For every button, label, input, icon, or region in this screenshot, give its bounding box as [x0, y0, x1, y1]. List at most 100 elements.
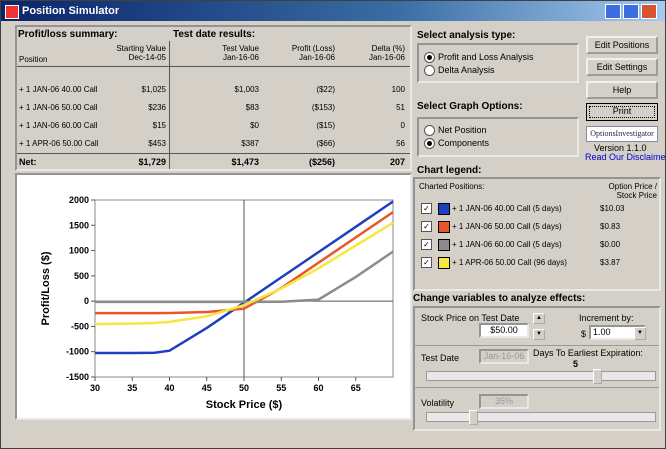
- days-label: Days To Earliest Expiration:: [533, 348, 643, 358]
- test-title: Test date results:: [173, 29, 256, 40]
- maximize-button[interactable]: [623, 4, 639, 19]
- chart-panel: -1500 -1000 -500 0 500 1000 1500 2000 30 35 40 45 50…: [15, 173, 412, 420]
- net-cell: 207: [389, 157, 405, 167]
- increment-label: Increment by:: [579, 313, 634, 323]
- spin-down[interactable]: ▼: [533, 329, 545, 340]
- table-cell: + 1 JAN-06 40.00 Call: [19, 85, 98, 94]
- net-cell: Net:: [19, 157, 37, 167]
- legend-price: $0.00: [600, 240, 621, 249]
- table-cell: ($153): [311, 103, 335, 112]
- volatility-input: 35%: [479, 394, 529, 409]
- net-cell: $1,473: [231, 157, 259, 167]
- dropdown-arrow[interactable]: ▼: [634, 327, 646, 340]
- net-rule: [17, 153, 410, 154]
- minimize-button[interactable]: [605, 4, 621, 19]
- stock-input[interactable]: $50.00: [479, 323, 529, 338]
- y-tick-label: -1500: [66, 372, 89, 382]
- legend-price: $0.83: [600, 222, 621, 231]
- x-tick-label: 35: [127, 383, 137, 393]
- legend-swatch: [438, 221, 450, 233]
- checkbox: ✓: [421, 221, 432, 232]
- legend-entry: + 1 JAN-06 40.00 Call (5 days): [452, 204, 562, 213]
- series-line: [94, 221, 394, 326]
- y-tick-label: 1500: [69, 220, 89, 230]
- slider-thumb[interactable]: [593, 369, 602, 384]
- radio-button[interactable]: [424, 138, 435, 149]
- spin-up[interactable]: ▲: [533, 313, 545, 324]
- slider-thumb[interactable]: [469, 410, 478, 425]
- legend-price: $3.87: [600, 258, 621, 267]
- radio-button[interactable]: [424, 125, 435, 136]
- table-cell: $1,003: [234, 85, 259, 94]
- legend-price: $10.03: [600, 204, 625, 213]
- y-tick-label: 0: [84, 296, 89, 306]
- series-line: [95, 250, 394, 304]
- analysis-title: Select analysis type:: [417, 30, 516, 41]
- x-tick-label: 65: [351, 383, 361, 393]
- x-tick-label: 30: [90, 383, 100, 393]
- table-cell: $453: [148, 139, 166, 148]
- legend-positions-label: Charted Positions:: [419, 182, 485, 191]
- radio-label[interactable]: Delta Analysis: [438, 65, 495, 75]
- stock-label: Stock Price on Test Date: [421, 313, 520, 323]
- checkbox: ✓: [421, 257, 432, 268]
- y-tick-label: 2000: [69, 195, 89, 205]
- volatility-slider[interactable]: [426, 412, 656, 422]
- separator: [415, 345, 659, 346]
- net-cell: $1,729: [138, 157, 166, 167]
- legend-swatch: [438, 203, 450, 215]
- series-line: [95, 200, 394, 355]
- volatility-label: Volatility: [421, 398, 455, 408]
- test-date-input: Jan-16-06: [479, 349, 529, 364]
- test-date-label: Test Date: [421, 353, 460, 363]
- help-button[interactable]: Help: [586, 81, 658, 99]
- radio-button[interactable]: [424, 52, 435, 63]
- logo[interactable]: OptionsInvestigator: [586, 126, 658, 142]
- version: Version 1.1.0: [594, 143, 647, 153]
- separator: [415, 387, 659, 388]
- column-divider: [169, 41, 170, 169]
- column-header: Test Value: [222, 44, 259, 53]
- legend-title: Chart legend:: [417, 165, 482, 176]
- radio-label[interactable]: Profit and Loss Analysis: [438, 52, 534, 62]
- test-date-slider[interactable]: [426, 371, 656, 381]
- x-tick-label: 55: [276, 383, 286, 393]
- column-header: Dec-14-05: [128, 53, 166, 62]
- checkbox: ✓: [421, 239, 432, 250]
- close-button[interactable]: [641, 4, 657, 19]
- column-header: Starting Value: [116, 44, 166, 53]
- print-button[interactable]: Print: [586, 103, 658, 121]
- legend-entry: + 1 JAN-06 60.00 Call (5 days): [452, 240, 562, 249]
- x-tick-label: 45: [202, 383, 212, 393]
- table-cell: $387: [241, 139, 259, 148]
- legend-entry: + 1 APR-06 50.00 Call (96 days): [452, 258, 567, 267]
- table-cell: $1,025: [141, 85, 166, 94]
- table-cell: + 1 JAN-06 50.00 Call: [19, 103, 98, 112]
- table-cell: 51: [396, 103, 405, 112]
- y-tick-label: 1000: [69, 246, 89, 256]
- table-cell: + 1 JAN-06 60.00 Call: [19, 121, 98, 130]
- currency: $: [581, 329, 587, 339]
- graph-options-title: Select Graph Options:: [417, 101, 523, 112]
- column-header: Position: [19, 55, 48, 64]
- disclaimer-link[interactable]: Read Our Disclaimer: [585, 152, 666, 162]
- edit-positions-button[interactable]: Edit Positions: [586, 36, 658, 54]
- net-cell: ($256): [308, 157, 335, 167]
- window-title: Position Simulator: [22, 5, 120, 17]
- checkbox: ✓: [421, 203, 432, 214]
- x-tick-label: 50: [239, 383, 249, 393]
- table-cell: + 1 APR-06 50.00 Call: [19, 139, 99, 148]
- radio-button[interactable]: [424, 65, 435, 76]
- table-cell: $83: [245, 103, 259, 112]
- x-tick-label: 40: [164, 383, 174, 393]
- column-header: Jan-16-06: [368, 53, 405, 62]
- legend-panel: [413, 177, 661, 291]
- y-axis-label: Profit/Loss ($): [40, 251, 52, 325]
- radio-label[interactable]: Components: [438, 138, 490, 148]
- edit-settings-button[interactable]: Edit Settings: [586, 58, 658, 76]
- table-cell: 100: [391, 85, 405, 94]
- header-rule: [17, 66, 410, 67]
- radio-label[interactable]: Net Position: [438, 125, 487, 135]
- column-header: Profit (Loss): [291, 44, 335, 53]
